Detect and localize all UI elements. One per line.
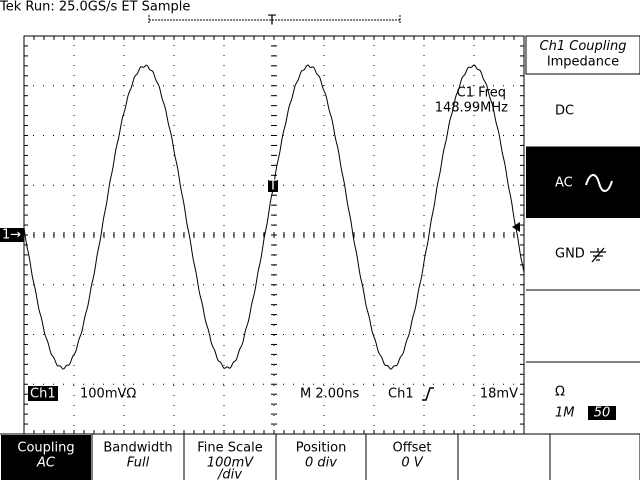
impedance-option[interactable]: 50	[594, 406, 611, 421]
trigger-point-box	[268, 180, 278, 192]
channel-readout-box	[28, 386, 58, 401]
menu-value[interactable]: AC	[36, 456, 56, 471]
trigger-level-marker	[512, 222, 520, 232]
menu-label[interactable]: Fine Scale	[197, 441, 263, 456]
freq-value: 148.99MHz	[435, 101, 508, 116]
graticule	[23, 35, 525, 435]
menu-label[interactable]: Coupling	[17, 441, 74, 456]
side-menu-subtitle: Impedance	[547, 55, 619, 70]
channel-readout: Ch1	[30, 387, 56, 402]
menu-label[interactable]: Offset	[392, 441, 431, 456]
side-menu-item[interactable]: AC	[555, 176, 573, 191]
trigger-channel-readout: Ch1	[388, 387, 414, 402]
side-menu-title-text: Ch1 Coupling	[540, 39, 627, 54]
menu-value[interactable]: 100mV	[207, 456, 254, 471]
trigger-point: T	[268, 179, 277, 194]
side-menu-item[interactable]: Ω	[555, 385, 565, 400]
channel-marker: 1→	[2, 228, 21, 243]
ac-icon	[585, 174, 613, 192]
menu-value[interactable]: /div	[217, 468, 242, 480]
freq-label: C1 Freq	[457, 86, 506, 101]
menu-label[interactable]: Bandwidth	[103, 441, 172, 456]
impedance-selected	[588, 406, 616, 420]
trigger-level-readout: 18mV	[480, 387, 518, 402]
scale-readout: 100mVΩ	[80, 387, 136, 402]
side-menu-selected[interactable]	[526, 147, 640, 218]
impedance-option[interactable]: 1M	[555, 406, 575, 421]
side-menu-item[interactable]: DC	[555, 104, 574, 119]
timebase-readout: M 2.00ns	[300, 387, 360, 402]
side-menu-item[interactable]: GND	[555, 247, 585, 262]
menu-selected	[1, 435, 91, 480]
trigger-marker: T	[267, 14, 276, 29]
menu-value[interactable]: Full	[127, 456, 150, 471]
channel-marker-box	[0, 228, 24, 242]
trigger-position-bracket	[148, 15, 401, 24]
menu-value[interactable]: 0 V	[401, 456, 423, 471]
trigger-slope-icon	[422, 387, 434, 401]
side-menu-title: Ch1 Coupling	[540, 39, 627, 54]
menu-value[interactable]: 0 div	[305, 456, 337, 471]
ground-icon	[590, 247, 606, 263]
menu-label[interactable]: Position	[296, 441, 347, 456]
status-text: Tek Run: 25.0GS/s ET Sample	[0, 0, 190, 15]
